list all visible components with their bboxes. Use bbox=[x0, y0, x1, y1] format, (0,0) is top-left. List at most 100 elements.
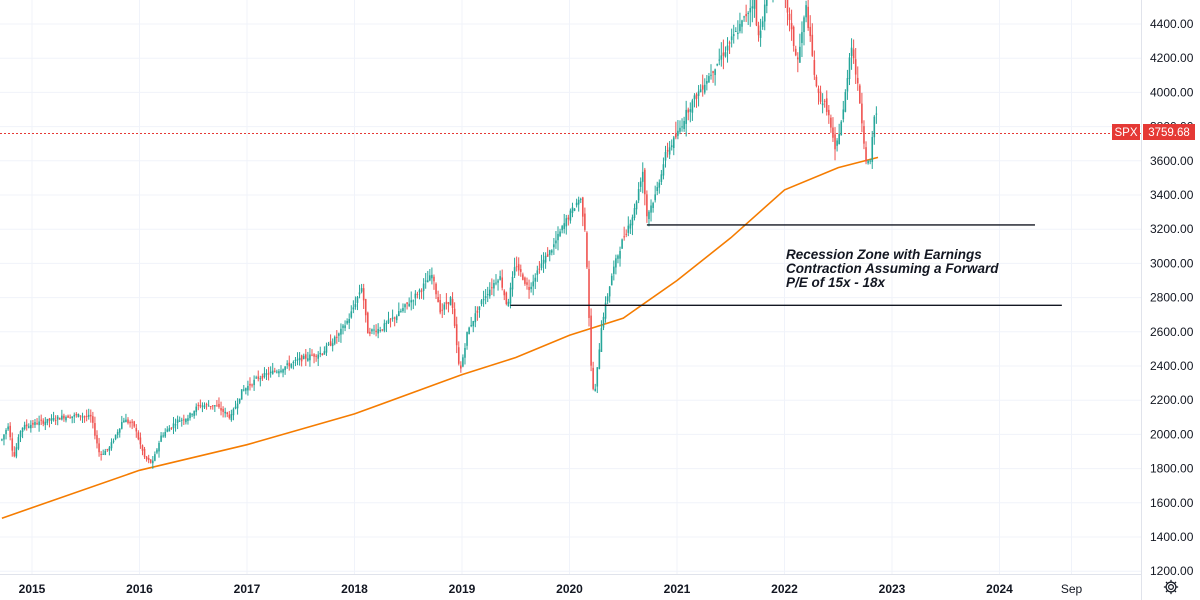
candle-body bbox=[290, 363, 293, 368]
candle-body bbox=[302, 355, 305, 359]
price-axis[interactable]: 1200.00 1400.00 1600.00 1800.00 2000.00 2200.… bbox=[1150, 17, 1194, 578]
candle-body bbox=[220, 408, 222, 411]
candle-body bbox=[96, 435, 98, 444]
candle-body bbox=[131, 421, 133, 423]
candle-body bbox=[861, 103, 863, 124]
candle-body bbox=[493, 283, 495, 289]
time-axis[interactable]: 2015 2016 2017 2018 2019 2020 2021 2022 2023 2024… bbox=[19, 582, 1083, 596]
candle-body bbox=[87, 414, 90, 417]
candle-body bbox=[631, 217, 634, 226]
candle-body bbox=[548, 250, 551, 255]
candle-body bbox=[75, 413, 78, 416]
candle-body bbox=[623, 236, 625, 238]
candle-body bbox=[805, 5, 807, 18]
candle-body bbox=[247, 386, 249, 391]
candle-body bbox=[627, 225, 630, 233]
candle-body bbox=[300, 355, 303, 362]
candle-body bbox=[602, 316, 605, 328]
candle-body bbox=[342, 325, 344, 328]
candle-body bbox=[176, 419, 179, 423]
candle-body bbox=[9, 425, 11, 438]
candle-body bbox=[116, 431, 119, 435]
candle-body bbox=[828, 109, 830, 116]
gear-icon[interactable] bbox=[1162, 578, 1180, 596]
candle-body bbox=[466, 332, 468, 346]
y-tick-label: 4200.00 bbox=[1150, 51, 1194, 65]
candle-body bbox=[790, 23, 793, 30]
candle-body bbox=[794, 48, 797, 56]
candle-body bbox=[757, 25, 760, 36]
candle-body bbox=[766, 0, 768, 6]
candle-body bbox=[571, 207, 574, 213]
candle-body bbox=[139, 437, 142, 445]
y-tick-label: 1800.00 bbox=[1150, 462, 1194, 476]
annotation: Recession Zone with Earnings Contraction… bbox=[786, 247, 999, 290]
x-tick-label: 2023 bbox=[879, 582, 906, 596]
candle-body bbox=[27, 426, 30, 428]
candle-body bbox=[600, 328, 603, 352]
candle-body bbox=[261, 375, 264, 379]
candle-body bbox=[104, 450, 107, 455]
candle-body bbox=[615, 258, 617, 268]
candle-body bbox=[526, 282, 528, 285]
candle-body bbox=[389, 318, 392, 320]
candle-body bbox=[420, 290, 423, 292]
candle-body bbox=[811, 34, 814, 56]
candle-body bbox=[135, 427, 138, 432]
x-tick-label: 2015 bbox=[19, 582, 46, 596]
candle-body bbox=[563, 223, 566, 229]
candle-body bbox=[375, 330, 377, 333]
candle-body bbox=[437, 297, 439, 303]
time-axis-separator bbox=[0, 574, 1141, 575]
candle-body bbox=[185, 419, 187, 423]
candle-body bbox=[503, 290, 506, 296]
candle-body bbox=[478, 306, 481, 311]
candle-body bbox=[172, 423, 175, 429]
y-tick-label: 2600.00 bbox=[1150, 325, 1194, 339]
candle-body bbox=[364, 299, 367, 316]
candle-body bbox=[193, 411, 195, 416]
candle-body bbox=[792, 26, 795, 46]
x-tick-label: 2017 bbox=[234, 582, 261, 596]
candles bbox=[1, 0, 878, 469]
candle-body bbox=[387, 319, 390, 323]
price-axis-separator bbox=[1141, 0, 1142, 600]
candle-body bbox=[722, 52, 725, 56]
candle-body bbox=[240, 389, 243, 400]
reference-lines bbox=[510, 224, 1062, 306]
candle-body bbox=[594, 388, 597, 391]
candle-body bbox=[216, 405, 218, 407]
candle-body bbox=[25, 424, 28, 427]
candle-body bbox=[236, 403, 239, 409]
candle-body bbox=[234, 406, 237, 409]
candle-body bbox=[519, 269, 522, 272]
candle-body bbox=[613, 266, 615, 274]
candle-body bbox=[79, 415, 82, 417]
candle-body bbox=[367, 312, 369, 334]
candle-body bbox=[232, 409, 235, 416]
candle-body bbox=[670, 145, 673, 148]
candle-body bbox=[197, 404, 200, 406]
candle-body bbox=[352, 307, 355, 310]
candle-body bbox=[747, 12, 749, 14]
candle-body bbox=[230, 414, 233, 421]
candle-body bbox=[226, 412, 229, 415]
candle-body bbox=[633, 208, 636, 218]
candle-body bbox=[71, 416, 73, 419]
candle-body bbox=[761, 21, 764, 27]
candle-body bbox=[271, 370, 274, 374]
candle-body bbox=[288, 362, 291, 367]
candle-body bbox=[69, 417, 71, 419]
candle-body bbox=[315, 355, 317, 357]
candle-body bbox=[83, 416, 86, 418]
candle-body bbox=[296, 359, 299, 361]
x-tick-label: 2018 bbox=[341, 582, 368, 596]
candle-body bbox=[201, 405, 204, 407]
candle-body bbox=[242, 389, 245, 391]
candle-body bbox=[152, 460, 154, 464]
candle-body bbox=[546, 254, 549, 257]
candle-body bbox=[654, 194, 656, 201]
candle-body bbox=[569, 210, 572, 221]
candle-body bbox=[513, 267, 516, 276]
